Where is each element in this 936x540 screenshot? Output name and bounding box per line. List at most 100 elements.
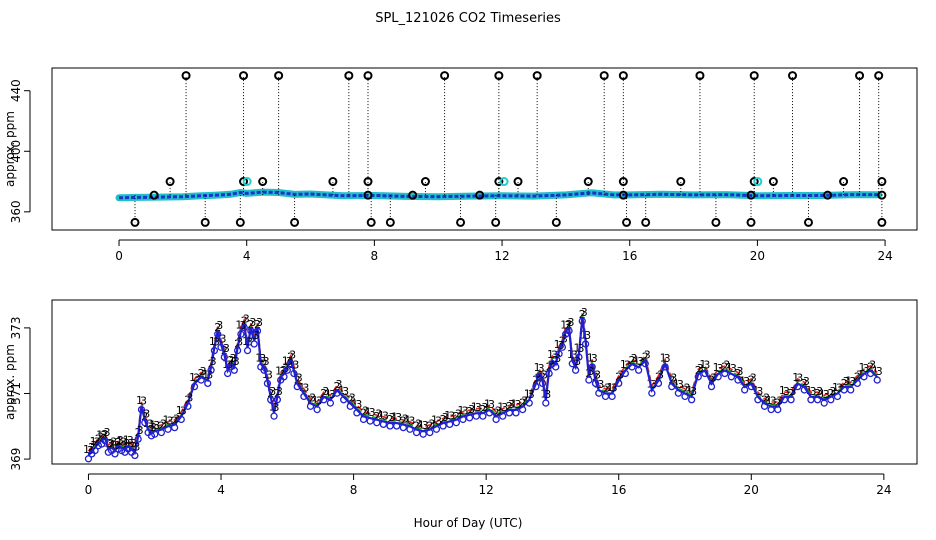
top-x-tick-label: 20 bbox=[750, 249, 765, 263]
bottom-series-3-point bbox=[747, 382, 755, 391]
top-high-flag-point bbox=[181, 71, 191, 81]
bottom-series-3-label: 3 bbox=[316, 395, 323, 408]
figure-title: SPL_121026 CO2 Timeseries bbox=[375, 11, 561, 26]
bottom-series-3-label: 3 bbox=[375, 408, 382, 421]
bottom-series-3-label: 3 bbox=[256, 316, 263, 329]
bottom-series-3-point bbox=[137, 405, 146, 414]
bottom-series-3-label: 3 bbox=[461, 404, 468, 417]
bottom-series-3-point bbox=[459, 415, 467, 424]
bottom-series-3-point bbox=[207, 366, 215, 374]
bottom-series-3-point bbox=[813, 396, 822, 404]
bottom-series-3-label: 3 bbox=[876, 365, 883, 378]
bottom-series-3-label: 3 bbox=[415, 418, 422, 431]
top-mid-flag-point bbox=[258, 177, 268, 187]
bottom-series-3-point bbox=[585, 376, 593, 384]
bottom-series-3-label: 3 bbox=[382, 409, 389, 422]
bottom-series-3-label: 3 bbox=[501, 401, 508, 414]
top-low-flag-point bbox=[290, 217, 300, 227]
bottom-series-3-point bbox=[134, 435, 142, 443]
bottom-series-2-label: 2 bbox=[579, 308, 586, 321]
bottom-series-3-label: 3 bbox=[508, 398, 515, 411]
bottom-series-3-label: 3 bbox=[193, 372, 200, 385]
top-near-flag-point bbox=[877, 190, 887, 200]
bottom-series-2-label: 2 bbox=[774, 397, 781, 410]
bottom-series-3-label: 3 bbox=[266, 368, 273, 381]
bottom-series-3-point bbox=[860, 373, 868, 381]
bottom-series-3-point bbox=[827, 396, 835, 404]
bottom-series-3-point bbox=[525, 399, 533, 407]
bottom-series-3-label: 3 bbox=[369, 406, 376, 419]
bottom-series-3-label: 3 bbox=[650, 378, 657, 391]
bottom-series-3-point bbox=[595, 389, 603, 397]
bottom-series-3-label: 3 bbox=[862, 362, 869, 375]
bottom-series-1-label: 1 bbox=[116, 435, 123, 448]
bottom-series-3-label: 3 bbox=[717, 362, 724, 375]
bottom-series-1-label: 1 bbox=[554, 338, 561, 351]
bottom-y-tick-label: 371 bbox=[9, 382, 23, 405]
bottom-series-3-label: 3 bbox=[147, 418, 154, 431]
top-mid-flag-point bbox=[768, 177, 778, 187]
top-low-flag-point bbox=[641, 217, 651, 227]
top-high-flag-point bbox=[695, 71, 705, 81]
bottom-series-1-label: 1 bbox=[524, 387, 531, 400]
bottom-series-3-point bbox=[591, 379, 600, 388]
bottom-series-3-label: 3 bbox=[206, 368, 213, 381]
top-x-tick-label: 24 bbox=[877, 249, 892, 263]
bottom-series-2-label: 2 bbox=[841, 377, 848, 390]
top-mid-flag-point bbox=[363, 177, 373, 187]
bottom-series-3-label: 3 bbox=[604, 381, 611, 394]
top-near-flag-point bbox=[149, 190, 159, 200]
bottom-series-3-label: 3 bbox=[200, 365, 207, 378]
bottom-series-3-label: 3 bbox=[597, 378, 604, 391]
bottom-series-2-label: 2 bbox=[867, 361, 874, 374]
bottom-series-3-label: 3 bbox=[442, 411, 449, 424]
bottom-series-2-label: 2 bbox=[628, 354, 635, 367]
top-mid-flag-point bbox=[877, 177, 887, 187]
top-low-flag-point bbox=[551, 217, 561, 227]
bottom-series-3-label: 3 bbox=[558, 339, 565, 352]
bottom-series-3-point bbox=[512, 409, 520, 417]
bottom-series-2-label: 2 bbox=[261, 357, 268, 370]
bottom-series-1-label: 1 bbox=[235, 319, 242, 332]
bottom-series-2-label: 2 bbox=[373, 410, 380, 423]
bottom-series-2-label: 2 bbox=[814, 387, 821, 400]
bottom-series-3-label: 3 bbox=[422, 419, 429, 432]
bottom-series-1-label: 1 bbox=[607, 381, 614, 394]
bottom-series-3-point bbox=[833, 392, 842, 401]
bottom-series-3-label: 3 bbox=[594, 368, 601, 381]
bottom-series-1-label: 1 bbox=[510, 397, 517, 410]
bottom-series-3-point bbox=[353, 409, 361, 417]
bottom-series-3-point bbox=[661, 363, 669, 371]
top-high-flag-point bbox=[532, 71, 542, 81]
bottom-series-2-label: 2 bbox=[602, 384, 609, 397]
top-high-flag-point bbox=[274, 71, 284, 81]
bottom-series-3-point bbox=[426, 428, 434, 437]
bottom-series-1-label: 1 bbox=[338, 384, 345, 397]
bottom-series-3-point bbox=[230, 366, 238, 374]
bottom-series-3-point bbox=[283, 366, 291, 374]
bottom-series-1-label: 1 bbox=[573, 342, 580, 355]
bottom-series-1-label: 1 bbox=[845, 374, 852, 387]
bottom-y-tick-label: 369 bbox=[9, 448, 23, 471]
bottom-series-3-point bbox=[721, 369, 729, 378]
top-mid-flag-point bbox=[494, 177, 504, 187]
bottom-series-3-point bbox=[568, 360, 576, 368]
bottom-series-3-point bbox=[184, 402, 192, 410]
top-high-flag-point bbox=[599, 71, 609, 81]
bottom-series-3-label: 3 bbox=[750, 372, 757, 385]
bottom-series-3-label: 3 bbox=[216, 319, 223, 332]
bottom-series-3-label: 3 bbox=[123, 437, 130, 450]
bottom-series-3-point bbox=[734, 376, 742, 384]
bottom-series-2-label: 2 bbox=[241, 315, 248, 328]
top-high-flag-point bbox=[874, 71, 884, 81]
bottom-series-1-label: 1 bbox=[832, 381, 839, 394]
top-mid-flag-point bbox=[239, 177, 249, 187]
bottom-series-3-label: 3 bbox=[239, 319, 246, 332]
bottom-series-2-label: 2 bbox=[413, 420, 420, 433]
bottom-series-2-label: 2 bbox=[307, 393, 314, 406]
bottom-series-3-label: 3 bbox=[140, 395, 147, 408]
x-axis-label: Hour of Day (UTC) bbox=[414, 516, 523, 530]
bottom-series-3-point bbox=[157, 428, 166, 437]
bottom-series-3-point bbox=[668, 382, 676, 391]
bottom-y-tick-label: 373 bbox=[9, 316, 23, 339]
